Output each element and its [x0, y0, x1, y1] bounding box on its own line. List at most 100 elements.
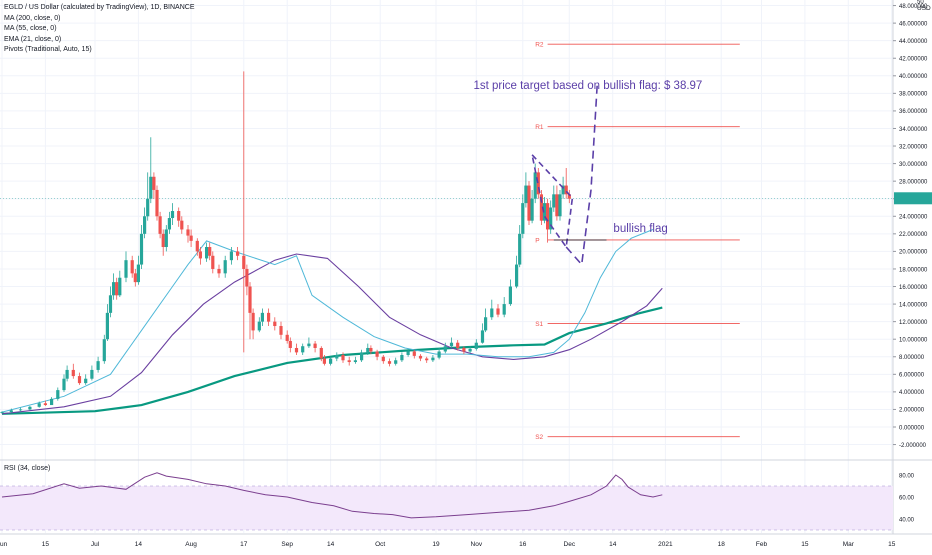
candle-body — [133, 273, 137, 283]
time-tick-label: Feb — [756, 541, 768, 548]
candle-body — [347, 360, 351, 363]
candle-body — [539, 194, 543, 221]
candle-body — [245, 268, 249, 287]
candle-body — [236, 251, 240, 256]
candle-body — [288, 340, 292, 348]
candle-body — [167, 218, 171, 230]
candle-body — [177, 211, 181, 221]
time-tick-label: 14 — [609, 541, 617, 548]
candle-body — [564, 185, 568, 195]
price-tick-label: 16.000000 — [899, 285, 928, 291]
time-tick-label: 15 — [801, 541, 809, 548]
time-tick-label: 2021 — [658, 541, 673, 548]
candle-body — [561, 185, 565, 195]
price-tick-label: 10.000000 — [899, 338, 928, 344]
candle-body — [155, 189, 159, 217]
candle-body — [319, 347, 323, 359]
candle-body — [50, 398, 54, 406]
indicator-ma200[interactable]: MA (200, close, 0) — [4, 14, 61, 22]
price-tick-label: 36.000000 — [899, 109, 928, 115]
candle-body — [195, 240, 199, 252]
pivot-label: R1 — [535, 124, 544, 131]
price-tick-label: 6.000000 — [899, 373, 925, 379]
time-tick-label: 14 — [327, 541, 335, 548]
price-tick-label: 0.000000 — [899, 425, 925, 431]
rsi-legend[interactable]: RSI (34, close) — [4, 465, 51, 472]
price-tick-label: 46.000000 — [899, 21, 928, 27]
candle-body — [108, 295, 113, 313]
candle-body — [96, 361, 100, 370]
candle-body — [480, 330, 485, 343]
candle-body — [369, 347, 373, 352]
candle-body — [0, 412, 4, 413]
pivot-label: R2 — [535, 42, 544, 49]
time-tick-label: Dec — [564, 541, 576, 548]
candle-body — [412, 351, 416, 356]
time-tick-label: 17 — [240, 541, 248, 548]
candle-body — [130, 260, 134, 274]
last-price-badge — [894, 192, 932, 205]
candle-body — [524, 185, 528, 204]
symbol-title[interactable]: EGLD / US Dollar (calculated by TradingV… — [4, 4, 195, 11]
price-tick-label: 32.000000 — [899, 144, 928, 150]
candle-body — [508, 286, 512, 305]
candle-body — [170, 211, 175, 219]
candle-body — [468, 348, 472, 352]
price-tick-label: 4.000000 — [899, 390, 925, 396]
candle-body — [158, 216, 162, 234]
candle-body — [223, 260, 227, 274]
candle-body — [313, 343, 317, 348]
ema21-line — [1, 229, 654, 413]
candle-body — [71, 369, 75, 377]
candle-body — [536, 172, 540, 195]
candle-body — [164, 229, 168, 248]
indicator-ma55[interactable]: MA (55, close, 0) — [4, 25, 57, 33]
pivot-label: S1 — [535, 321, 543, 328]
candle-body — [102, 339, 106, 362]
candle-body — [546, 203, 550, 230]
candle-body — [406, 351, 410, 356]
candle-body — [366, 347, 370, 353]
candle-body — [567, 194, 571, 199]
candle-body — [115, 282, 119, 296]
time-tick-label: 18 — [718, 541, 726, 548]
candle-body — [527, 185, 531, 221]
time-tick-label: Nov — [471, 541, 483, 548]
candle-body — [549, 207, 553, 230]
candle-body — [161, 233, 165, 248]
candle-body — [77, 376, 82, 384]
indicator-pivots[interactable]: Pivots (Traditional, Auto, 15) — [4, 46, 92, 54]
chart-legend: EGLD / US Dollar (calculated by TradingV… — [4, 3, 195, 56]
candle-body — [496, 308, 500, 315]
price-tick-label: 30.000000 — [899, 162, 928, 168]
candle-body — [530, 198, 534, 221]
rsi-line — [1, 472, 663, 519]
rsi-tick-label: 80.00 — [899, 473, 915, 479]
candle-body — [139, 233, 144, 265]
candle-body — [360, 352, 364, 361]
candle-body — [502, 304, 506, 315]
candle-body — [335, 355, 339, 359]
indicator-ema21[interactable]: EMA (21, close, 0) — [4, 35, 62, 43]
price-tick-label: 8.000000 — [899, 355, 925, 361]
time-tick-label: Jul — [91, 541, 100, 548]
candle-body — [533, 172, 537, 199]
candle-body — [112, 282, 116, 296]
price-tick-label: 38.000000 — [899, 92, 928, 98]
price-tick-label: 22.000000 — [899, 232, 928, 238]
pivot-label: S2 — [535, 434, 543, 441]
candle-body — [19, 409, 23, 411]
candle-body — [257, 321, 261, 331]
candle-body — [260, 312, 264, 322]
candle-body — [279, 326, 283, 335]
currency-label: USD — [917, 5, 931, 12]
candle-body — [248, 286, 252, 313]
candle-body — [9, 410, 13, 413]
candle-body — [251, 312, 255, 331]
candle-body — [387, 361, 392, 364]
candle-body — [431, 357, 435, 361]
candle-body — [518, 233, 522, 265]
candle-body — [56, 390, 60, 399]
